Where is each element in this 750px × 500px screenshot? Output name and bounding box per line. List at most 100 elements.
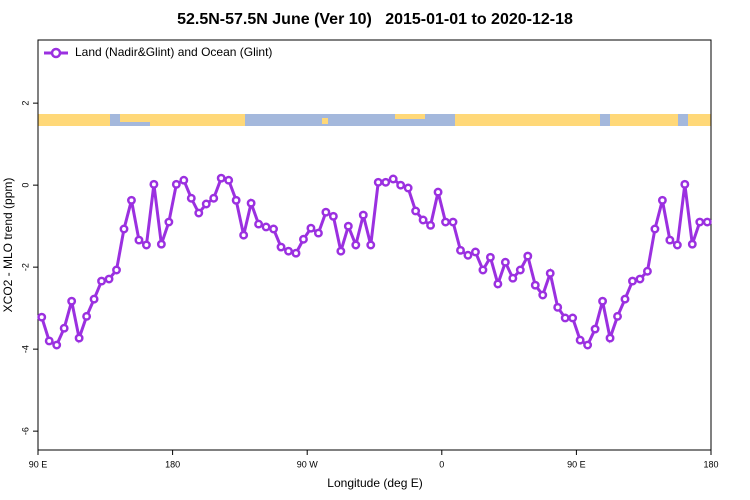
data-point (313, 228, 323, 238)
data-point (403, 183, 413, 193)
legend-marker (50, 47, 62, 59)
data-point (598, 296, 608, 306)
data-point (583, 340, 593, 350)
data-point (508, 273, 518, 283)
data-point (261, 222, 271, 232)
data-point (695, 217, 705, 227)
data-point (67, 296, 77, 306)
data-point (650, 224, 660, 234)
data-point (171, 179, 181, 189)
data-point (194, 208, 204, 218)
data-point (665, 235, 675, 245)
data-point (52, 340, 62, 350)
data-point (553, 302, 563, 312)
data-point (687, 239, 697, 249)
x-tick-label: 180 (165, 459, 180, 469)
data-point (231, 195, 241, 205)
data-point (156, 239, 166, 249)
data-point (82, 311, 92, 321)
y-axis-label: XCO2 - MLO trend (ppm) (1, 178, 15, 313)
data-point (545, 268, 555, 278)
x-tick-label: 180 (703, 459, 718, 469)
data-point (246, 198, 256, 208)
data-point (59, 323, 69, 333)
data-point (358, 210, 368, 220)
data-point (134, 235, 144, 245)
data-point (680, 179, 690, 189)
legend-label: Land (Nadir&Glint) and Ocean (Glint) (75, 45, 272, 59)
data-point (254, 219, 264, 229)
data-point (672, 240, 682, 250)
data-point (613, 311, 622, 321)
data-point (560, 313, 570, 323)
data-point (515, 265, 525, 275)
land-ocean-strip (38, 114, 711, 126)
data-point (127, 195, 136, 205)
y-tick-label: -6 (20, 427, 30, 435)
chart-title: 52.5N-57.5N June (Ver 10) 2015-01-01 to … (177, 11, 573, 28)
data-point (433, 187, 443, 197)
y-tick-label: -2 (20, 263, 30, 271)
data-point (112, 265, 121, 275)
data-point (485, 252, 495, 262)
data-point (590, 324, 600, 334)
y-tick-label: 2 (20, 101, 30, 106)
data-point (642, 266, 652, 276)
data-point (104, 274, 114, 284)
data-point (478, 265, 488, 275)
data-point (336, 246, 346, 256)
data-point (321, 207, 331, 217)
data-point (239, 230, 249, 240)
data-point (373, 177, 383, 187)
data-point (186, 193, 196, 203)
x-tick-label: 90 W (297, 459, 319, 469)
data-point (149, 179, 159, 189)
data-point (306, 223, 316, 233)
y-tick-label: -4 (20, 345, 30, 353)
data-point (575, 335, 585, 345)
data-point (44, 336, 54, 346)
data-point (500, 257, 510, 267)
data-point (635, 274, 645, 284)
data-point (471, 247, 480, 257)
data-point (74, 333, 84, 343)
data-point (164, 217, 174, 227)
data-point (179, 175, 189, 185)
data-point (702, 217, 712, 227)
data-point (276, 242, 286, 252)
data-point (657, 195, 667, 205)
data-point (411, 206, 421, 216)
data-point (328, 211, 338, 221)
data-point (441, 217, 450, 227)
data-line (40, 176, 708, 348)
data-point (463, 250, 473, 260)
data-point (201, 199, 211, 209)
data-point (366, 240, 376, 250)
data-point (628, 276, 637, 286)
x-tick-label: 90 E (567, 459, 586, 469)
data-point (119, 224, 129, 234)
data-point (493, 279, 503, 289)
data-point (426, 220, 436, 230)
data-point (351, 240, 361, 250)
data-point (388, 174, 398, 184)
data-point (269, 224, 278, 234)
data-point (381, 177, 391, 187)
data-point (448, 217, 458, 227)
data-point (284, 246, 293, 256)
data-point (216, 173, 226, 183)
data-point (620, 294, 630, 304)
data-point (568, 313, 578, 323)
data-point (605, 333, 615, 343)
data-point (97, 276, 107, 286)
data-point (224, 175, 234, 185)
data-point (456, 245, 465, 255)
data-point (396, 180, 406, 190)
data-point (530, 280, 540, 290)
data-point (89, 294, 99, 304)
data-point (37, 312, 47, 322)
data-point (538, 290, 548, 300)
data-point (299, 234, 308, 244)
y-tick-label: 0 (20, 183, 30, 188)
